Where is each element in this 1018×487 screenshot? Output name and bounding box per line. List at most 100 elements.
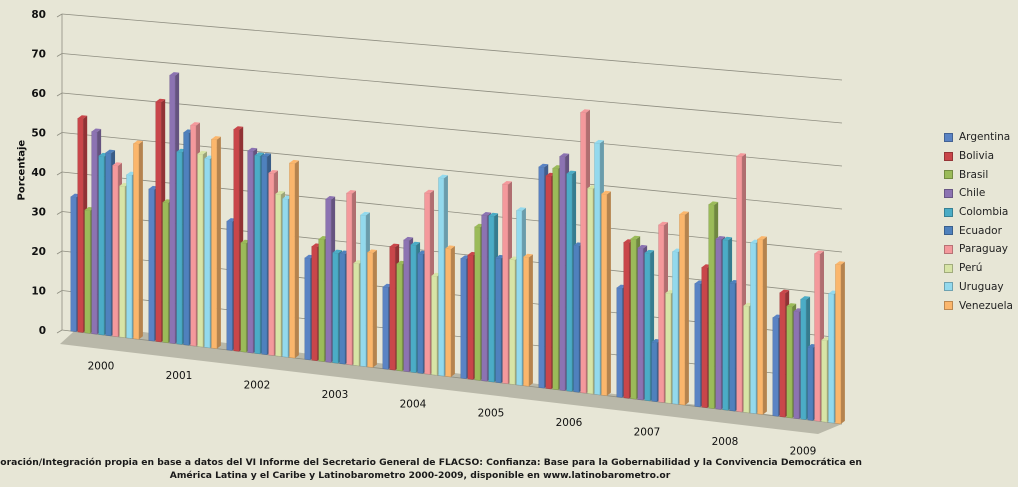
bar-top [261, 153, 272, 157]
bar-top [601, 190, 611, 195]
bar-top [346, 190, 357, 194]
bar-colombia-2009 [800, 298, 807, 420]
bar-top [133, 140, 143, 145]
bar-top [105, 149, 116, 154]
bar-top [538, 163, 549, 168]
legend-swatch [944, 244, 953, 254]
bar-brasil-2002 [240, 242, 247, 353]
bar-top [580, 109, 591, 113]
gridline-tick [56, 250, 63, 255]
bar-top [360, 211, 370, 216]
bar-venezuela-2005 [523, 256, 530, 387]
bar-top [367, 249, 377, 253]
bar-top [516, 207, 526, 211]
legend-item: Colombia [944, 203, 1013, 222]
bar-paraguay-2008 [736, 155, 743, 413]
legend-item: Argentina [944, 128, 1013, 147]
bar-top [403, 236, 414, 241]
bar-brasil-2004 [396, 263, 403, 372]
bar-top [736, 153, 747, 157]
gridline-tick [56, 132, 63, 136]
bar-bolivia-2003 [311, 246, 318, 361]
bar-venezuela-2002 [289, 162, 296, 359]
bar-top [644, 249, 655, 254]
legend-label: Perú [959, 262, 983, 275]
bar-uruguay-2003 [360, 214, 367, 367]
gridline [61, 13, 843, 81]
bar-chile-2001 [169, 74, 176, 344]
bar-venezuela-2009 [835, 263, 842, 425]
legend: Argentina Bolivia Brasil Chile Colombia Ecuad… [944, 128, 1013, 315]
legend-item: Ecuador [944, 221, 1013, 240]
bar-bolivia-2009 [779, 292, 786, 418]
legend-item: Brasil [944, 165, 1013, 184]
gridline [61, 92, 843, 167]
bar-top [247, 147, 258, 152]
bar-top [637, 244, 648, 249]
bar-colombia-2003 [332, 252, 339, 364]
bar-top [481, 212, 492, 216]
bar-colombia-2008 [722, 239, 729, 411]
bar-bolivia-2001 [155, 101, 162, 343]
x-tick-label: 2004 [400, 398, 427, 410]
bar-chile-2000 [91, 131, 98, 335]
bar-chile-2007 [637, 247, 644, 401]
bar-top [445, 245, 455, 250]
y-tick-label: 30 [31, 207, 46, 219]
gridline-tick [56, 290, 63, 294]
legend-swatch [944, 207, 953, 217]
x-tick-label: 2002 [244, 380, 271, 392]
bar-top [190, 122, 201, 126]
y-tick-label: 40 [31, 167, 46, 179]
bar-bolivia-2005 [467, 254, 474, 380]
bar-per-2004 [431, 275, 438, 376]
x-tick-label: 2009 [790, 445, 817, 457]
bar-paraguay-2006 [580, 112, 587, 394]
source-line-1: Elaboración/Integración propia en base a… [0, 457, 862, 468]
y-tick-label: 0 [39, 325, 46, 337]
bar-colombia-2000 [98, 155, 105, 336]
bar-paraguay-2000 [112, 165, 119, 337]
x-tick-label: 2006 [556, 417, 583, 429]
bar-brasil-2000 [84, 209, 91, 334]
bar-paraguay-2005 [502, 183, 509, 384]
bar-argentina-2005 [460, 258, 467, 379]
y-tick-label: 80 [31, 9, 46, 21]
bar-bolivia-2008 [701, 267, 708, 408]
bar-venezuela-2001 [211, 138, 218, 349]
bar-uruguay-2006 [594, 142, 601, 396]
bar-side [840, 261, 845, 424]
bar-top [658, 221, 669, 226]
legend-swatch [944, 263, 953, 273]
bar-top [211, 136, 221, 140]
bar-uruguay-2004 [438, 177, 445, 377]
legend-swatch [944, 226, 953, 236]
bar-per-2008 [743, 305, 750, 414]
bar-top [325, 196, 336, 200]
bar-brasil-2003 [318, 238, 325, 362]
bar-bolivia-2006 [545, 175, 552, 390]
bar-paraguay-2003 [346, 192, 353, 366]
bar-ecuador-2002 [261, 155, 268, 355]
bar-colombia-2005 [488, 215, 495, 383]
legend-label: Chile [959, 187, 986, 200]
bar-top [389, 243, 400, 248]
bar-ecuador-2001 [183, 132, 190, 346]
bar-side [138, 141, 143, 340]
bar-top [594, 139, 604, 144]
legend-item: Perú [944, 259, 1013, 278]
legend-swatch [944, 301, 953, 311]
bar-top [197, 150, 207, 155]
legend-label: Ecuador [959, 224, 1002, 237]
gridline [61, 53, 843, 124]
legend-item: Paraguay [944, 240, 1013, 259]
bar-venezuela-2008 [757, 238, 764, 415]
gridline-tick [56, 211, 63, 215]
bar-chile-2006 [559, 156, 566, 391]
x-tick-label: 2003 [322, 389, 349, 401]
bar-top [679, 211, 689, 215]
bar-top [332, 249, 343, 254]
legend-label: Colombia [959, 206, 1009, 219]
